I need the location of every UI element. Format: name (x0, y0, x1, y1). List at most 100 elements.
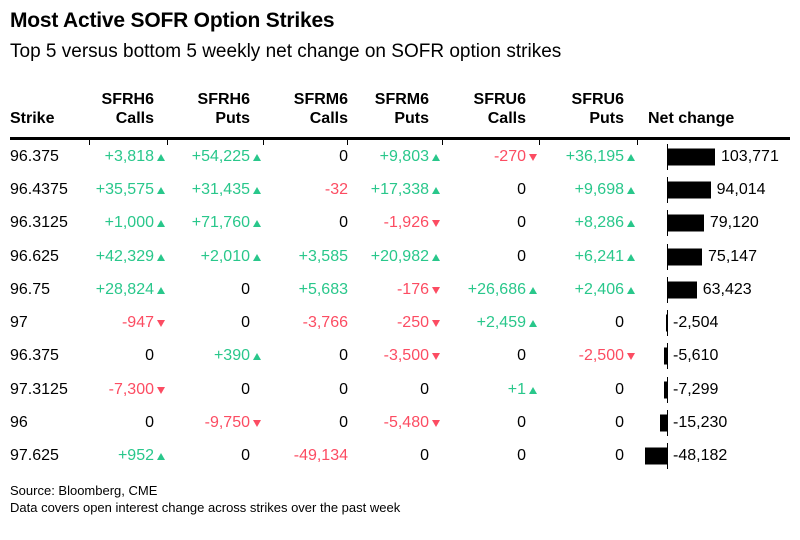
column-label: Calls (309, 110, 348, 127)
cell-number: +9,698 (574, 180, 624, 198)
zero-axis (666, 210, 668, 237)
up-arrow-icon (627, 186, 635, 194)
up-arrow-icon (529, 320, 537, 328)
net-change-cell-value: 0 (264, 148, 348, 166)
arrow-slot (429, 186, 443, 194)
cell-number: -3,766 (302, 314, 348, 332)
arrow-slot (250, 219, 264, 228)
arrow-slot (154, 452, 168, 461)
net-change-cell-value: 0 (443, 414, 540, 432)
net-change-cell-value: -3,500 (348, 347, 443, 365)
arrow-slot (154, 219, 168, 228)
net-change-cell-value: +26,686 (443, 281, 540, 299)
column-label: Net change (648, 110, 735, 127)
arrow-slot (624, 286, 638, 294)
net-change-cell-value: -270 (443, 148, 540, 166)
net-change-bar (663, 381, 667, 399)
cell-number: +6,241 (574, 247, 624, 265)
table-row: 96.75 +28,824 0 +5,683 -176 +26,686 +2,406 63,4… (10, 273, 790, 306)
net-change-value: -15,230 (673, 414, 728, 432)
column-header-calls-sfrm6: SFRM6 Calls (264, 90, 348, 128)
up-arrow-icon (627, 286, 635, 294)
net-change-cell: 63,423 (638, 273, 790, 306)
up-arrow-icon (157, 253, 165, 261)
cell-number: +36,195 (565, 147, 624, 165)
column-boundary-tick (637, 140, 638, 145)
up-arrow-icon (627, 153, 635, 161)
net-change-cell-value: 0 (443, 248, 540, 266)
cell-number: 0 (517, 180, 526, 198)
column-ticker: SFRM6 (293, 91, 348, 108)
table-row: 96.3125 +1,000 +71,760 0 -1,926 0 +8,286 79,120 (10, 207, 790, 240)
up-arrow-icon (432, 153, 440, 161)
up-arrow-icon (157, 220, 165, 228)
arrow-slot (526, 319, 540, 328)
arrow-slot (429, 253, 443, 261)
cell-number: +2,010 (200, 247, 250, 265)
net-change-value: -5,610 (673, 347, 719, 365)
zero-axis (666, 376, 668, 403)
net-change-cell-value: -176 (348, 281, 443, 299)
net-change-cell-value: +3,585 (264, 248, 348, 266)
net-change-cell-value: +5,683 (264, 281, 348, 299)
cell-number: -176 (396, 280, 429, 298)
arrow-slot (624, 219, 638, 228)
net-change-value: 94,014 (716, 180, 766, 198)
arrow-slot (429, 153, 443, 161)
column-label: Puts (394, 110, 429, 127)
table-body: 96.375 +3,818 +54,225 0 +9,803 -270 +36,195 103… (10, 140, 790, 473)
net-change-cell: 79,120 (638, 207, 790, 240)
column-header-puts-sfrh6: SFRH6 Puts (168, 90, 264, 128)
cell-number: 0 (339, 214, 348, 232)
arrow-slot (154, 186, 168, 194)
net-change-cell-value: 0 (264, 381, 348, 399)
net-change-bar (660, 414, 667, 432)
cell-number: 0 (339, 414, 348, 432)
cell-number: -7,300 (108, 380, 154, 398)
cell-number: +3,818 (104, 147, 154, 165)
up-arrow-icon (157, 453, 165, 461)
cell-number: 0 (241, 380, 250, 398)
cell-number: +20,982 (370, 247, 429, 265)
column-label: Puts (215, 110, 250, 127)
table-row: 97.3125 -7,300 0 0 0 +1 0 -7,299 (10, 373, 790, 406)
cell-number: 0 (615, 447, 624, 465)
arrow-slot (429, 286, 443, 294)
net-change-cell: -5,610 (638, 340, 790, 373)
net-change-cell-value: 0 (264, 347, 348, 365)
net-change-cell: 75,147 (638, 240, 790, 273)
down-arrow-icon (157, 386, 165, 394)
net-change-value: 75,147 (708, 247, 757, 265)
cell-number: +2,459 (476, 314, 526, 332)
net-change-cell-value: +390 (168, 347, 264, 365)
table-row: 96.375 +3,818 +54,225 0 +9,803 -270 +36,195 103… (10, 140, 790, 173)
net-change-bar (664, 347, 667, 365)
cell-number: +8,286 (574, 214, 624, 232)
zero-axis (666, 410, 668, 437)
net-change-cell-value: +9,698 (540, 181, 638, 199)
column-ticker: SFRM6 (374, 91, 429, 108)
net-change-bar (668, 214, 704, 232)
down-arrow-icon (432, 320, 440, 328)
column-ticker: SFRU6 (571, 91, 624, 108)
net-change-cell-value: +42,329 (90, 248, 168, 266)
net-change-cell-value: +71,760 (168, 214, 264, 232)
zero-axis (666, 310, 668, 337)
down-arrow-icon (253, 420, 261, 428)
cell-number: 0 (517, 247, 526, 265)
cell-number: +952 (117, 447, 154, 465)
net-change-cell-value: -49,134 (264, 447, 348, 465)
cell-number: +26,686 (467, 280, 526, 298)
strike-value: 96.4375 (10, 180, 68, 198)
arrow-slot (526, 286, 540, 294)
column-label: Strike (10, 110, 55, 127)
column-header-calls-sfru6: SFRU6 Calls (443, 90, 540, 128)
column-ticker: SFRU6 (473, 91, 526, 108)
net-change-cell-value: -947 (90, 314, 168, 332)
cell-number: 0 (339, 380, 348, 398)
cell-number: +1,000 (104, 214, 154, 232)
arrow-slot (429, 419, 443, 428)
net-change-value: -48,182 (673, 447, 728, 465)
net-change-cell-value: 0 (443, 347, 540, 365)
cell-number: +1 (507, 380, 526, 398)
